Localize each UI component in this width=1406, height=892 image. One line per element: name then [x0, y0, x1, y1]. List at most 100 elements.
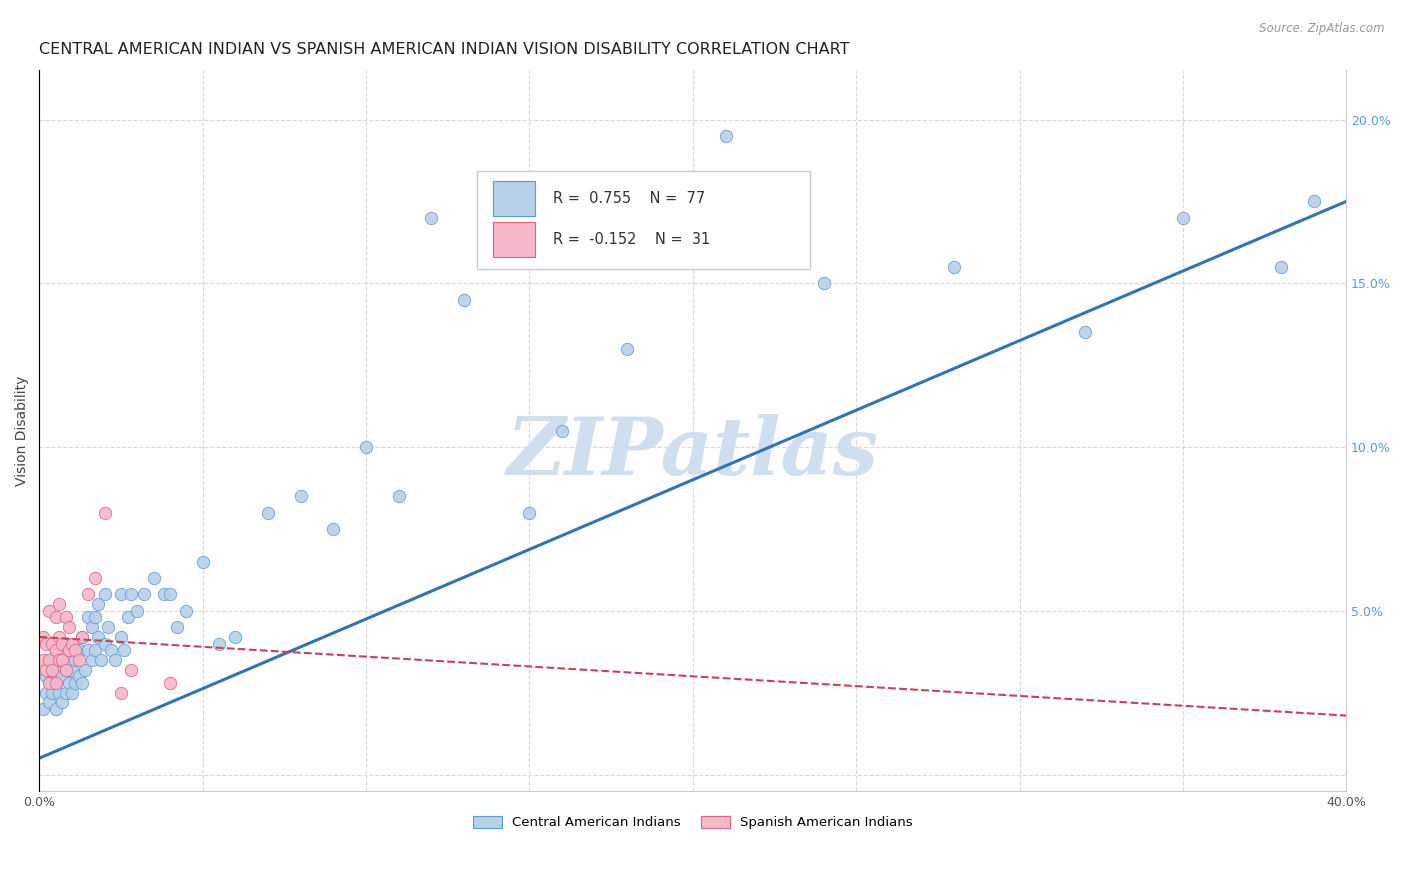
Point — [38, 676, 60, 690]
Point — [1171, 211, 1194, 225]
Point — [112, 643, 135, 657]
Point — [159, 676, 181, 690]
Point — [67, 669, 90, 683]
Point — [60, 636, 83, 650]
Point — [31, 653, 53, 667]
Point — [94, 506, 117, 520]
Point — [120, 663, 142, 677]
Point — [75, 663, 97, 677]
Point — [55, 636, 77, 650]
Point — [38, 676, 60, 690]
Point — [551, 424, 574, 438]
Point — [70, 630, 93, 644]
Point — [41, 663, 63, 677]
Point — [45, 643, 67, 657]
Point — [257, 506, 280, 520]
Point — [67, 643, 90, 657]
Point — [35, 686, 58, 700]
Point — [290, 489, 312, 503]
Point — [77, 610, 100, 624]
Point — [120, 587, 142, 601]
Point — [94, 587, 117, 601]
Point — [55, 663, 77, 677]
Point — [38, 696, 60, 710]
Point — [58, 653, 80, 667]
Point — [35, 669, 58, 683]
Text: ZIPatlas: ZIPatlas — [506, 414, 879, 491]
Point — [84, 610, 107, 624]
Point — [1270, 260, 1292, 274]
Point — [38, 604, 60, 618]
Point — [45, 676, 67, 690]
Point — [142, 571, 165, 585]
Point — [31, 630, 53, 644]
Point — [51, 669, 73, 683]
Point — [714, 128, 737, 143]
Point — [55, 663, 77, 677]
Point — [58, 620, 80, 634]
Point — [1074, 326, 1097, 340]
Point — [77, 643, 100, 657]
Point — [55, 610, 77, 624]
Point — [166, 620, 188, 634]
Point — [127, 604, 149, 618]
Point — [388, 489, 411, 503]
Point — [84, 643, 107, 657]
Point — [65, 676, 87, 690]
Point — [51, 696, 73, 710]
Point — [616, 342, 638, 356]
Text: R =  0.755    N =  77: R = 0.755 N = 77 — [553, 191, 706, 206]
Point — [51, 643, 73, 657]
Point — [453, 293, 475, 307]
Point — [60, 663, 83, 677]
Point — [45, 676, 67, 690]
Point — [48, 630, 70, 644]
Point — [176, 604, 198, 618]
Point — [80, 653, 103, 667]
Point — [38, 653, 60, 667]
FancyBboxPatch shape — [494, 222, 534, 257]
Point — [70, 676, 93, 690]
Point — [110, 587, 132, 601]
Point — [35, 663, 58, 677]
Point — [35, 636, 58, 650]
Point — [55, 686, 77, 700]
Point — [152, 587, 174, 601]
FancyBboxPatch shape — [494, 181, 534, 216]
Y-axis label: Vision Disability: Vision Disability — [15, 376, 30, 486]
Point — [94, 636, 117, 650]
Point — [420, 211, 443, 225]
Point — [48, 686, 70, 700]
Point — [208, 636, 231, 650]
Point — [943, 260, 966, 274]
Point — [322, 522, 344, 536]
Point — [65, 653, 87, 667]
Point — [31, 702, 53, 716]
Point — [100, 643, 122, 657]
Point — [48, 663, 70, 677]
Point — [38, 653, 60, 667]
Point — [84, 571, 107, 585]
FancyBboxPatch shape — [477, 171, 810, 268]
Point — [110, 630, 132, 644]
Text: Source: ZipAtlas.com: Source: ZipAtlas.com — [1260, 22, 1385, 36]
Point — [80, 620, 103, 634]
Point — [45, 702, 67, 716]
Point — [191, 555, 214, 569]
Point — [60, 686, 83, 700]
Point — [77, 587, 100, 601]
Point — [48, 597, 70, 611]
Point — [110, 686, 132, 700]
Point — [519, 506, 541, 520]
Point — [48, 653, 70, 667]
Point — [90, 653, 112, 667]
Point — [813, 277, 835, 291]
Point — [41, 636, 63, 650]
Point — [132, 587, 155, 601]
Point — [45, 643, 67, 657]
Point — [1302, 194, 1324, 209]
Point — [51, 636, 73, 650]
Point — [58, 643, 80, 657]
Point — [41, 686, 63, 700]
Point — [65, 643, 87, 657]
